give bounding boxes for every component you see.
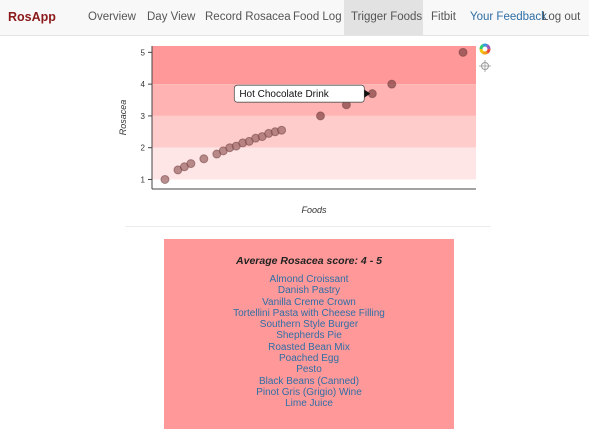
data-point[interactable] [387,79,397,89]
data-point[interactable] [277,125,287,135]
score-box: Average Rosacea score: 4 - 5 Almond Croi… [164,239,454,429]
food-link[interactable]: Black Beans (Canned) [258,375,360,387]
y-tick-label: 5 [141,48,146,57]
nav-overview[interactable]: Overview [88,11,136,23]
food-link[interactable]: Roasted Bean Mix [268,341,350,353]
score-band [152,115,476,148]
food-link[interactable]: Southern Style Burger [259,319,359,331]
y-tick-label: 3 [141,112,146,121]
color-wheel-icon[interactable] [479,43,491,55]
data-point[interactable] [199,154,209,164]
y-tick-label: 4 [141,80,146,89]
food-link[interactable]: Pesto [296,364,322,376]
food-link[interactable]: Shepherds Pie [276,330,342,342]
y-tick-label: 2 [141,144,146,153]
x-axis-label: Foods [301,205,327,215]
food-link[interactable]: Lime Juice [285,398,333,410]
y-axis-label: Rosacea [118,100,128,136]
food-link[interactable]: Vanilla Creme Crown [262,296,356,308]
food-link[interactable]: Almond Croissant [269,274,349,285]
nav-log-out[interactable]: Log out [542,11,581,23]
data-point[interactable] [458,47,468,57]
food-link[interactable]: Danish Pastry [277,285,341,297]
chart-area: 1 2 3 4 5 Rosacea Foods Hot Chocolate Drink [0,36,589,226]
nav-day-view[interactable]: Day View [147,11,196,23]
nav-your-feedback[interactable]: Your Feedback [470,11,547,23]
food-link[interactable]: Tortellini Pasta with Cheese Filling [233,307,385,319]
food-list: Almond Croissant Danish Pastry Vanilla Cre… [164,274,454,410]
food-link[interactable]: Poached Egg [278,353,340,365]
score-title: Average Rosacea score: 4 - 5 [236,255,382,267]
nav-fitbit[interactable]: Fitbit [431,11,456,23]
tooltip-label: Hot Chocolate Drink [239,89,329,100]
data-point[interactable] [160,174,170,184]
score-band [152,46,476,85]
nav-record-rosacea[interactable]: Record Rosacea [205,11,291,23]
food-link[interactable]: Pinot Gris (Grigio) Wine [256,386,362,398]
divider [125,226,491,227]
nav-trigger-foods[interactable]: Trigger Foods [344,0,423,35]
nav-food-log[interactable]: Food Log [293,11,342,23]
scatter-chart[interactable]: 1 2 3 4 5 Rosacea Foods Hot Chocolate Drink [0,36,589,226]
data-point[interactable] [315,111,325,121]
crosshair-icon[interactable] [479,60,491,72]
navbar: RosApp Overview Day View Record Rosacea … [0,0,589,36]
data-point[interactable] [186,159,196,169]
hover-tooltip: Hot Chocolate Drink [233,84,371,103]
y-tick-label: 1 [141,175,146,184]
brand-logo[interactable]: RosApp [8,10,56,24]
score-band [152,147,476,180]
